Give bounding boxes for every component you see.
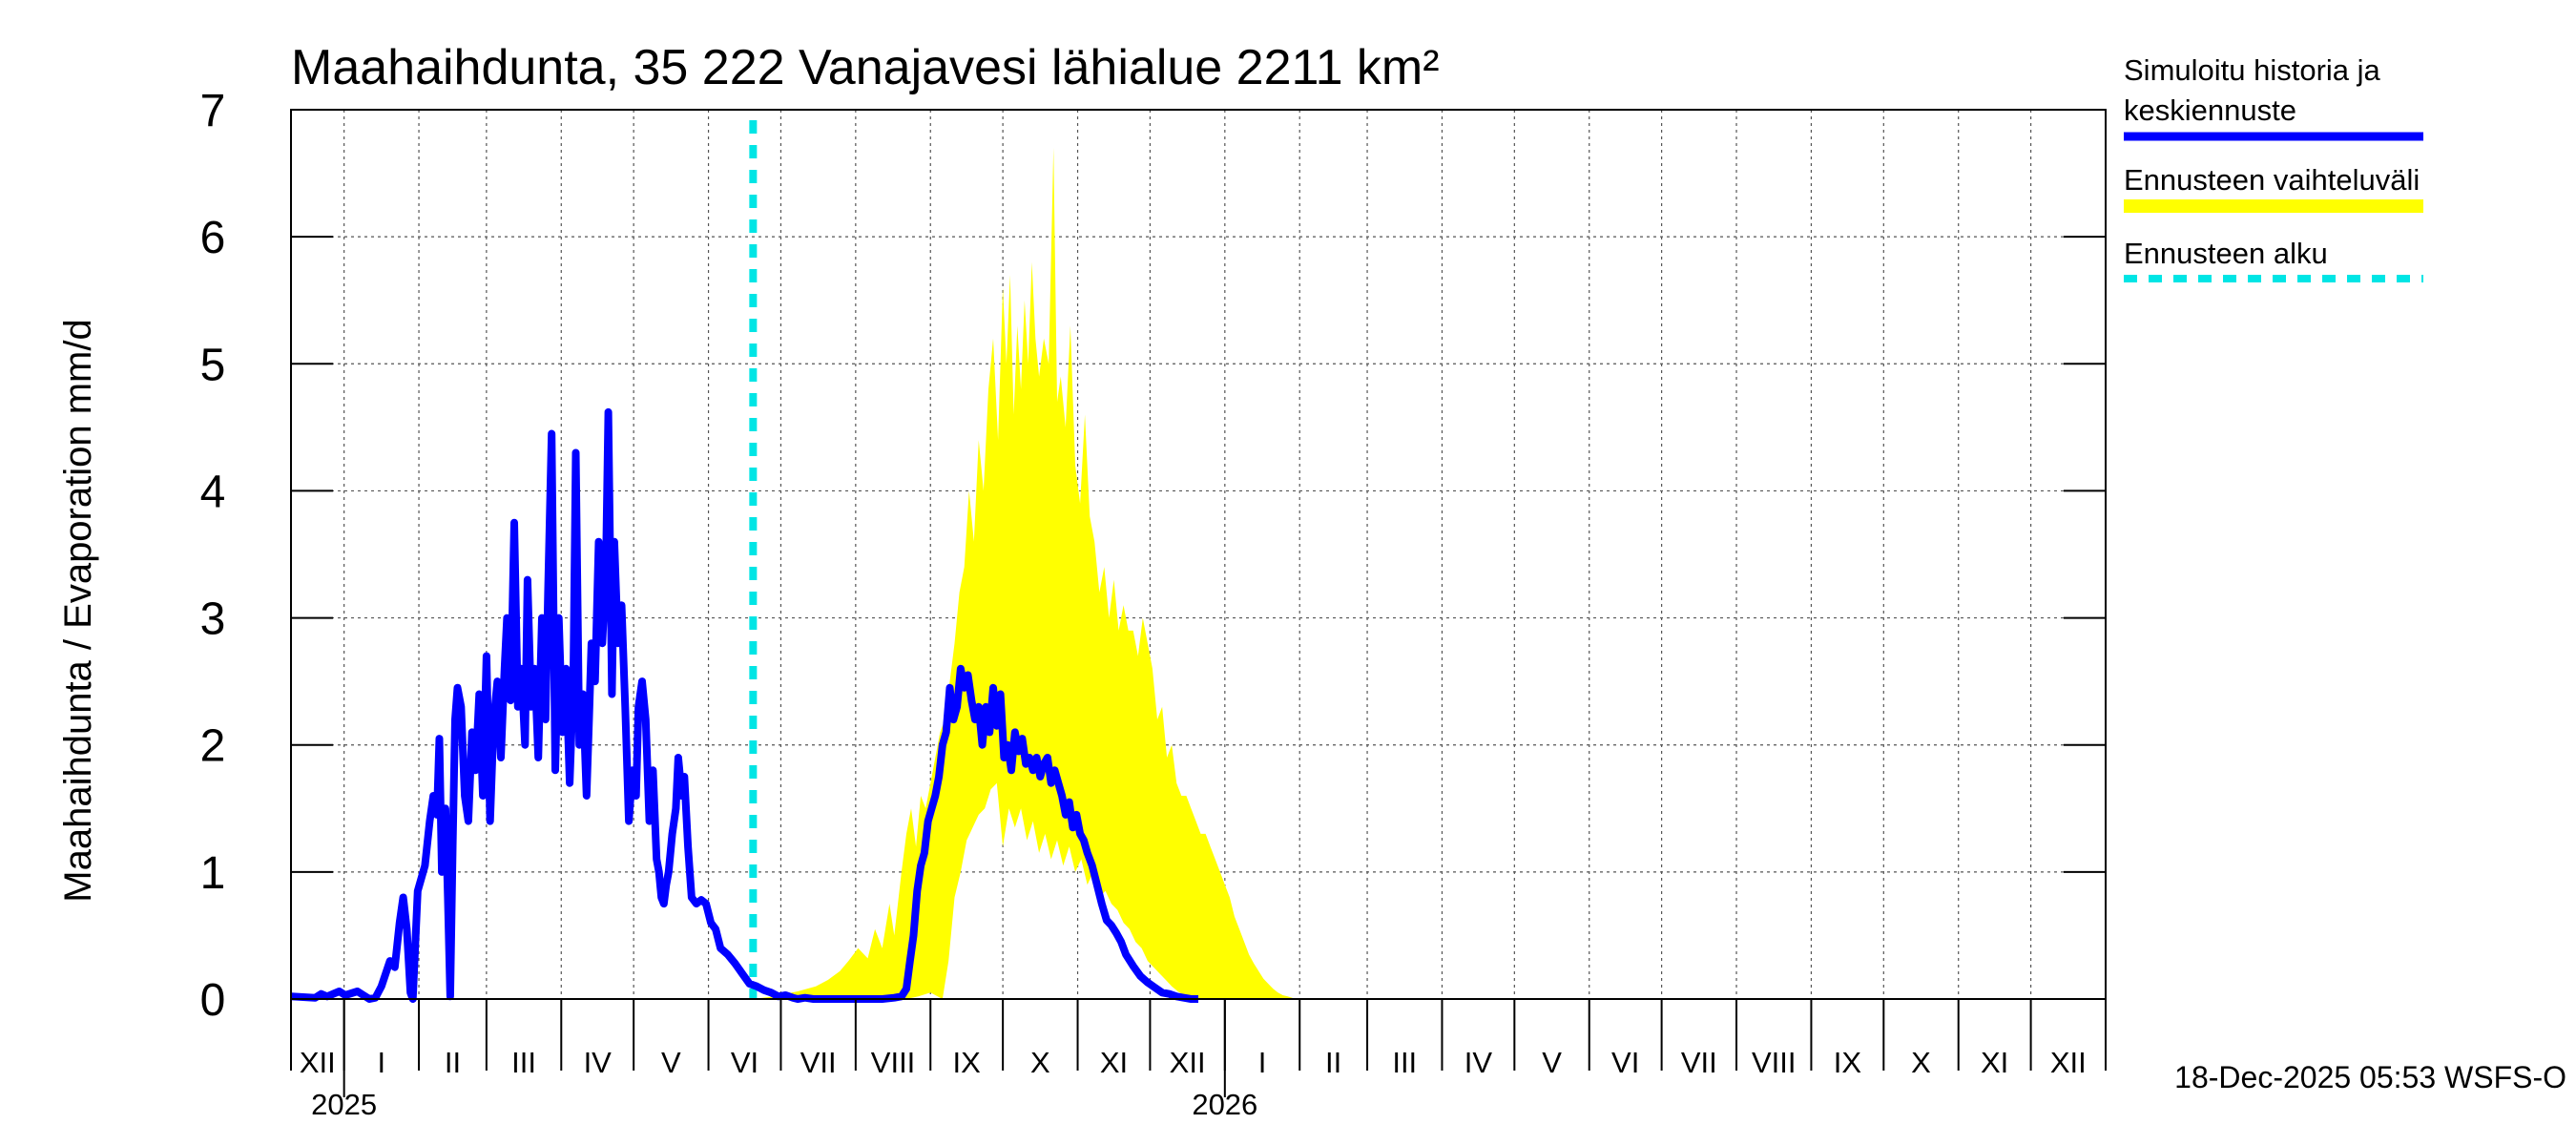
x-month-label: I <box>378 1046 386 1079</box>
x-month-label: VI <box>731 1046 758 1079</box>
x-month-label: IX <box>953 1046 982 1079</box>
y-tick-label: 2 <box>200 721 226 772</box>
x-year-label: 2025 <box>311 1088 377 1121</box>
legend-label-simulated-line1: Simuloitu historia ja <box>2124 53 2381 87</box>
x-month-label: V <box>1542 1046 1562 1079</box>
x-month-label: XI <box>1981 1046 2008 1079</box>
x-month-label: IV <box>584 1046 613 1079</box>
y-tick-label: 0 <box>200 975 226 1026</box>
x-month-label: VII <box>1681 1046 1717 1079</box>
timestamp-footer: 18-Dec-2025 05:53 WSFS-O <box>2174 1060 2566 1094</box>
y-tick-label: 3 <box>200 594 226 645</box>
y-tick-label: 1 <box>200 848 226 899</box>
x-month-label: XII <box>1170 1046 1206 1079</box>
x-year-label: 2026 <box>1192 1088 1257 1121</box>
x-month-label: XII <box>2050 1046 2087 1079</box>
x-month-label: III <box>511 1046 536 1079</box>
x-month-label: II <box>1325 1046 1341 1079</box>
forecast-range-band <box>753 147 1293 999</box>
legend: Simuloitu historia ja keskiennuste Ennus… <box>2124 53 2423 282</box>
y-tick-label: 4 <box>200 467 226 517</box>
x-month-label: III <box>1392 1046 1417 1079</box>
x-month-label: VIII <box>871 1046 916 1079</box>
x-month-label: IX <box>1834 1046 1862 1079</box>
x-month-label: I <box>1258 1046 1267 1079</box>
plot-frame <box>290 109 2107 1000</box>
chart-title: Maahaihdunta, 35 222 Vanajavesi lähialue… <box>291 40 1440 95</box>
y-tick-label: 5 <box>200 340 226 390</box>
simulated-mean-line <box>290 407 1198 1003</box>
x-month-label: VIII <box>1752 1046 1797 1079</box>
x-axis-ticks: XII I II III IV V VI VII VIII IX X XI XII I II III IV V VI… <box>290 999 2107 1121</box>
legend-label-simulated-line2: keskiennuste <box>2124 94 2296 127</box>
y-axis-label: Maahaihdunta / Evaporation mm/d <box>57 319 99 902</box>
x-month-label: XI <box>1100 1046 1128 1079</box>
x-month-label: II <box>445 1046 461 1079</box>
legend-label-range: Ennusteen vaihteluväli <box>2124 163 2420 197</box>
legend-label-forecast-start: Ennusteen alku <box>2124 237 2328 270</box>
x-month-label: X <box>1030 1046 1050 1079</box>
x-month-label: IV <box>1465 1046 1493 1079</box>
x-month-label: VII <box>800 1046 837 1079</box>
y-tick-label: 6 <box>200 213 226 263</box>
y-tick-label: 7 <box>200 86 226 136</box>
y-axis-ticks: 0 1 2 3 4 5 6 7 <box>200 86 2106 1026</box>
x-month-label: VI <box>1611 1046 1639 1079</box>
x-month-label: V <box>661 1046 681 1079</box>
x-month-label: XII <box>300 1046 336 1079</box>
x-month-label: X <box>1911 1046 1931 1079</box>
